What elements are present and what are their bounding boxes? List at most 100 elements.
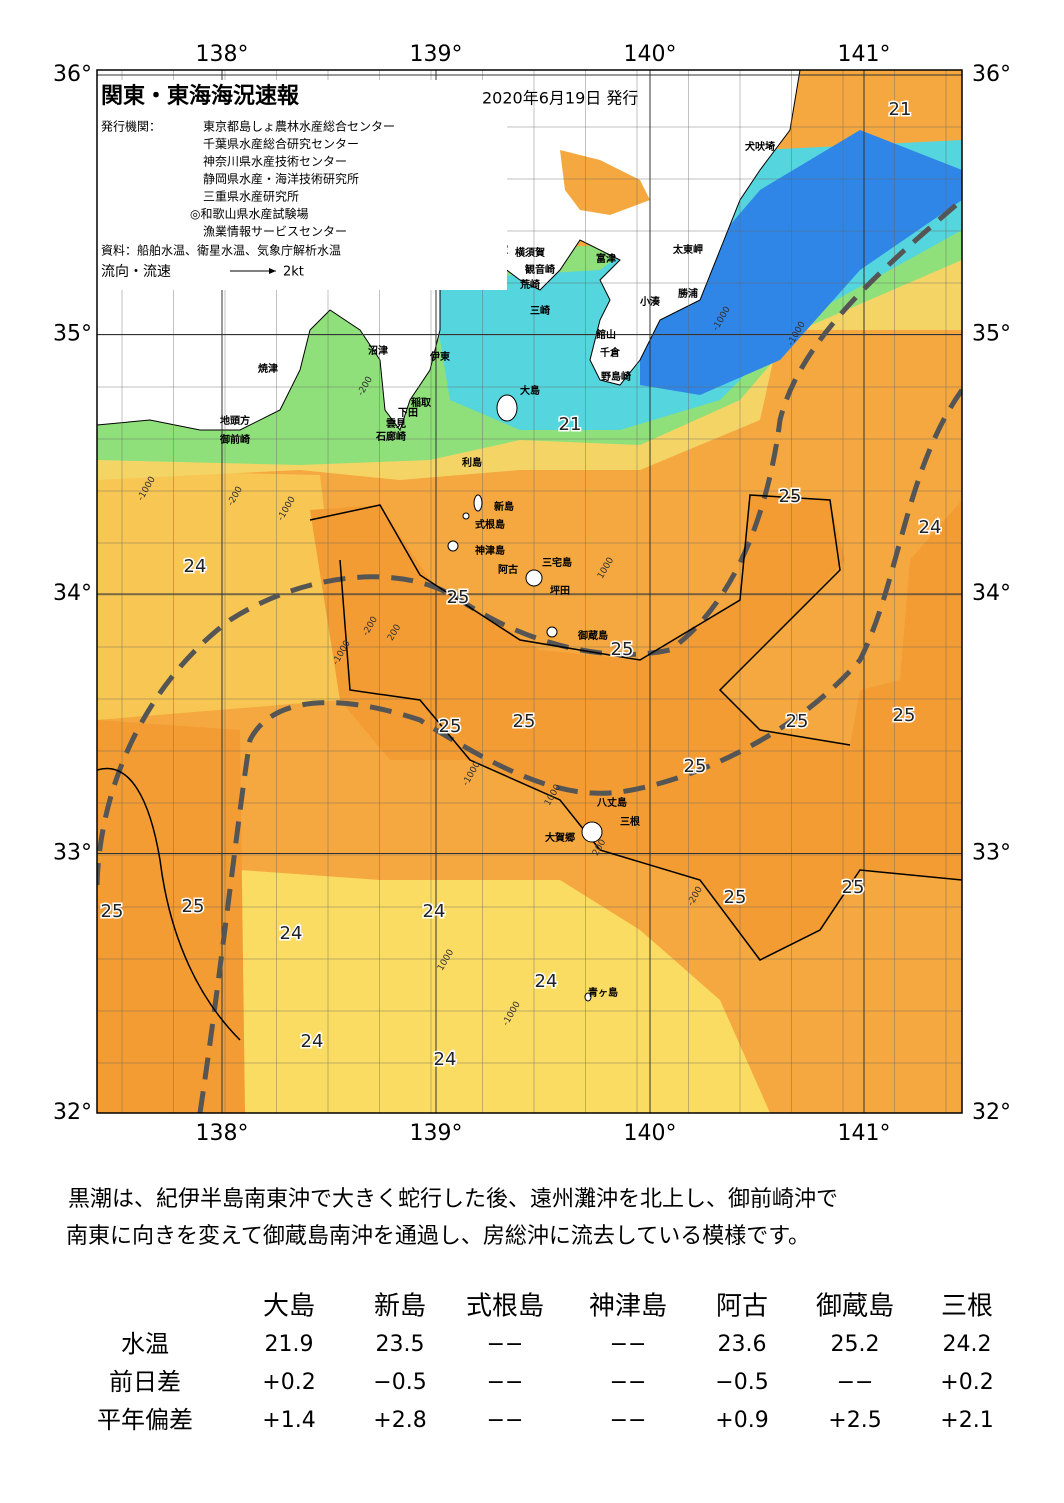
isotherm-label: 25 (439, 716, 462, 737)
isotherm (97, 767, 241, 1041)
table-cell: −0.5 (715, 1370, 768, 1395)
map-area: 犬吠埼太東岬勝浦小湊富津横須賀観音崎平塚小田原荒崎三崎館山千倉野島崎大島沼津伊東… (97, 70, 962, 1113)
lat-tick-label: 32° (972, 1100, 1011, 1125)
lon-tick-label: 139° (410, 42, 463, 67)
table-cell: −0.5 (373, 1370, 426, 1395)
kuroshio-path (197, 388, 962, 1113)
table-cell: +2.8 (373, 1408, 426, 1433)
table-header: 三根 (941, 1292, 993, 1322)
isotherm-label: 25 (786, 711, 809, 732)
table-cell: −− (610, 1408, 647, 1433)
isotherm-label: 25 (101, 901, 124, 922)
publishers-label: 発行機関： (101, 119, 161, 134)
place-name: 大賀郷 (545, 831, 575, 844)
lon-tick-label: 138° (196, 1121, 249, 1146)
table-header: 新島 (374, 1292, 426, 1322)
isotherm-label: 24 (423, 901, 446, 922)
lon-tick-label: 140° (624, 42, 677, 67)
table-cell: 21.9 (265, 1332, 314, 1357)
place-name: 小湊 (639, 295, 661, 308)
place-name: 御前崎 (219, 433, 250, 446)
isotherm-label: 25 (779, 486, 802, 507)
table-cell: −− (487, 1408, 524, 1433)
lat-tick-label: 35° (53, 322, 92, 347)
table-cell: 23.6 (718, 1332, 767, 1357)
isotherm-label: 25 (684, 756, 707, 777)
table-cell: 25.2 (831, 1332, 880, 1357)
place-name: 地頭方 (220, 414, 250, 427)
place-name: 沼津 (368, 344, 388, 357)
place-name: 八丈島 (596, 796, 627, 809)
publisher: 神奈川県水産技術センター (203, 154, 347, 169)
table-cell: −− (837, 1370, 874, 1395)
lat-tick-label: 34° (53, 581, 92, 606)
table-cell: +1.4 (262, 1408, 315, 1433)
publisher: ◎和歌山県水産試験場 (190, 206, 308, 221)
isotherm-label: 24 (184, 556, 207, 577)
lat-tick-label: 33° (972, 841, 1011, 866)
publisher: 千葉県水産総合研究センター (203, 136, 359, 151)
place-name: 稲取 (411, 396, 432, 409)
place-name: 下田 (398, 407, 418, 419)
table-row-label: 平年偏差 (97, 1406, 193, 1434)
table-cell: −− (610, 1370, 647, 1395)
sea-zone (640, 130, 962, 395)
table-cell: +0.2 (262, 1370, 315, 1395)
lat-tick-label: 32° (53, 1100, 92, 1125)
islands (447, 394, 603, 1002)
place-name: 富津 (596, 252, 616, 265)
isotherm-label: 24 (280, 923, 303, 944)
summary-line: 南東に向きを変えて御蔵島南沖を通過し、房総沖に流去している模様です。 (66, 1224, 810, 1249)
current-legend-label: 流向・流速 (101, 264, 171, 280)
place-name: 三宅島 (542, 556, 572, 569)
publisher: 三重県水産研究所 (203, 189, 299, 204)
table-header: 御蔵島 (816, 1292, 894, 1322)
current-legend-speed: 2kt (283, 265, 304, 280)
table-cell: −− (487, 1332, 524, 1357)
isotherm-label: 25 (724, 887, 747, 908)
lat-tick-label: 36° (972, 62, 1011, 87)
lat-tick-label: 34° (972, 581, 1011, 606)
table-cell: −− (610, 1332, 647, 1357)
current-scale-arrow-head (269, 268, 276, 274)
table-cell: +2.1 (940, 1408, 993, 1433)
isotherm-label: 21 (889, 99, 912, 120)
table-row-label: 前日差 (109, 1368, 181, 1396)
place-name: 利島 (462, 456, 482, 469)
isotherm-label: 25 (842, 877, 865, 898)
lon-tick-label: 141° (838, 42, 891, 67)
place-name: 神津島 (475, 544, 505, 557)
place-name: 新島 (494, 500, 514, 513)
issue-date: 2020年6月19日 発行 (482, 89, 638, 108)
place-name: 雲見 (386, 418, 406, 430)
place-name: 石廊崎 (375, 430, 406, 443)
table-cell: 23.5 (376, 1332, 425, 1357)
lon-tick-label: 139° (410, 1121, 463, 1146)
isotherm-label: 24 (434, 1049, 457, 1070)
isotherm (309, 494, 851, 746)
table-cell: +0.2 (940, 1370, 993, 1395)
isotherm-label: 25 (447, 587, 470, 608)
place-name: 坪田 (550, 584, 570, 597)
table-header: 神津島 (589, 1292, 667, 1322)
sea-zone (230, 870, 770, 1113)
table-cell: −− (487, 1370, 524, 1395)
place-name: 三崎 (530, 304, 550, 317)
isotherm-label: 24 (535, 971, 558, 992)
place-name: 三根 (620, 815, 640, 828)
place-name: 青ヶ島 (588, 986, 618, 999)
isotherm (339, 559, 962, 961)
lat-tick-label: 35° (972, 322, 1011, 347)
place-name: 式根島 (475, 518, 505, 531)
isotherm-label: 25 (893, 705, 916, 726)
map-title: 関東・東海海況速報 (101, 83, 300, 109)
tokyo-bay (560, 150, 650, 215)
table-header: 式根島 (466, 1292, 544, 1322)
table-header: 大島 (263, 1292, 315, 1322)
isotherm-label: 24 (301, 1031, 324, 1052)
publisher: 漁業情報サービスセンター (203, 225, 347, 239)
summary-line: 黒潮は、紀伊半島南東沖で大きく蛇行した後、遠州灘沖を北上し、御前崎沖で (68, 1187, 838, 1212)
table-header: 阿古 (716, 1292, 768, 1322)
